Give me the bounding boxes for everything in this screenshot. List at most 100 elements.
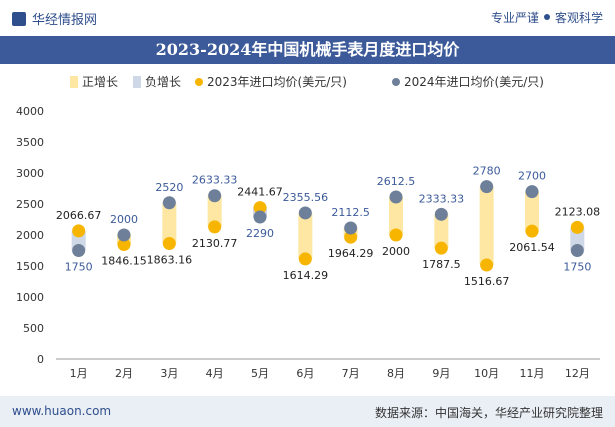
point-2024 [208,189,222,203]
y-tick-label: 2500 [16,198,44,211]
point-2024 [344,221,358,235]
x-tick-label: 9月 [432,367,450,380]
tagline-left: 专业严谨 [490,11,539,25]
y-tick-label: 500 [23,322,44,335]
x-tick-label: 8月 [387,367,405,380]
label-2024: 1750 [65,261,93,274]
point-2024 [72,244,86,257]
point-2024 [525,185,539,199]
label-2023: 1787.5 [422,258,461,271]
x-tick-label: 10月 [474,367,499,380]
label-2024: 2780 [473,165,501,178]
point-2023 [434,241,448,255]
label-2023: 2123.08 [555,205,601,218]
x-tick-label: 5月 [251,367,269,380]
legend-marker [392,78,400,86]
y-tick-label: 4000 [16,105,44,118]
point-2023 [570,220,584,234]
label-2023: 2000 [382,245,410,258]
label-2024: 2612.5 [377,175,416,188]
label-2024: 2633.33 [192,174,238,187]
tagline-right: 客观科学 [554,11,603,25]
legend-marker [195,78,203,86]
legend-swatch [133,76,141,88]
y-tick-label: 2000 [16,229,44,242]
label-2023: 2061.54 [509,241,555,254]
label-2024: 2290 [246,227,274,240]
data-points [72,180,584,272]
label-2024: 2112.5 [331,206,370,219]
label-2024: 2700 [518,170,546,183]
label-2023: 2441.67 [237,186,283,199]
point-2023 [389,228,403,242]
point-2023 [162,236,176,250]
legend-label: 2024年进口均价(美元/只) [404,75,544,89]
data-source: 数据来源：中国海关，华经产业研究院整理 [374,406,603,420]
range-bar [298,212,313,259]
label-2023: 2066.67 [56,209,102,222]
range-bars [71,186,585,265]
data-labels: 2066.67 1750 1846.15 2000 1863.16 2520 2130.77… [56,165,600,288]
point-2023 [208,220,222,234]
y-tick-label: 1000 [16,291,44,304]
label-2024: 2000 [110,213,138,226]
range-bar [570,227,585,251]
range-bar [207,195,222,227]
label-2023: 1964.29 [328,247,374,260]
top-bar: 华经情报网 专业严谨 客观科学 [0,0,615,36]
range-bar [525,191,539,232]
legend-swatch [70,76,78,88]
point-2023 [344,230,358,244]
site-url: www.huaon.com [12,404,112,418]
y-tick-label: 0 [37,353,44,366]
y-tick-label: 3000 [16,167,44,180]
point-2023 [480,258,494,272]
point-2024 [570,244,584,257]
range-bar [434,214,449,249]
point-2024 [389,190,403,204]
label-2023: 1846.15 [101,255,147,268]
point-2023 [298,252,312,266]
point-2024 [480,180,494,194]
range-bar [162,202,177,244]
label-2023: 1614.29 [283,269,329,282]
range-bar [479,186,494,265]
brand-name: 华经情报网 [32,13,98,28]
x-tick-label: 4月 [206,367,224,380]
dot-icon [543,14,550,20]
legend: 正增长 负增长 2023年进口均价(美元/只) 2024年进口均价(美元/只) [70,75,544,89]
point-2024 [162,196,176,210]
range-bar [389,197,403,235]
y-tick-label: 1500 [16,260,44,273]
footer: www.huaon.com 数据来源：中国海关，华经产业研究院整理 [0,396,615,427]
brand: 华经情报网 [12,9,97,28]
label-2024: 2355.56 [283,191,329,204]
brand-logo-icon [12,12,26,26]
x-tick-label: 7月 [342,367,360,380]
point-2023 [253,201,267,215]
legend-label: 负增长 [145,75,181,89]
label-2024: 1750 [563,261,591,274]
x-tick-label: 12月 [565,367,590,380]
point-2024 [434,207,448,221]
label-2023: 1863.16 [147,253,193,266]
y-axis: 0 500 1000 1500 2000 2500 3000 3500 4000 [16,105,44,366]
label-2024: 2520 [155,181,183,194]
x-tick-label: 2月 [115,367,133,380]
point-2023 [72,224,86,238]
label-2024: 2333.33 [419,192,465,205]
point-2023 [525,224,539,238]
point-2024 [253,210,267,224]
x-tick-label: 1月 [70,367,88,380]
chart: 正增长 负增长 2023年进口均价(美元/只) 2024年进口均价(美元/只) 0 50… [16,75,600,380]
point-2024 [298,206,312,220]
legend-label: 正增长 [82,75,118,89]
x-tick-label: 6月 [296,367,314,380]
point-2023 [117,238,131,252]
label-2023: 1516.67 [464,275,510,288]
label-2023: 2130.77 [192,237,238,250]
y-tick-label: 3500 [16,136,44,149]
x-axis: 1月 2月 3月 4月 5月 6月 7月 8月 9月 10月 11月 12月 [56,358,600,380]
tagline: 专业严谨 客观科学 [491,9,603,26]
